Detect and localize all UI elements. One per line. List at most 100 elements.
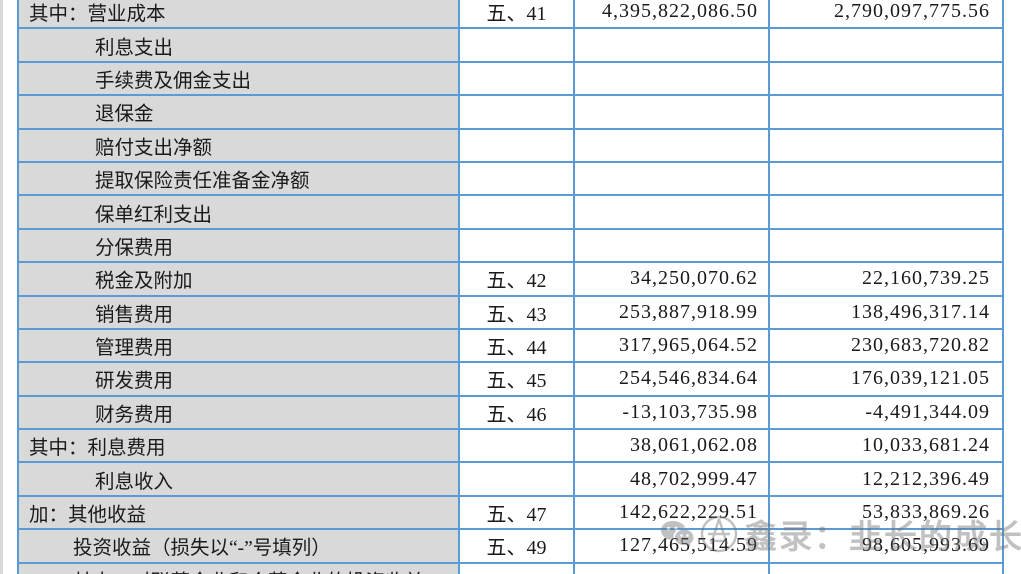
table-row: 销售费用 五、43 253,887,918.99 138,496,317.14 — [17, 296, 1004, 330]
current-period-amount-cell: 142,622,229.51 — [575, 496, 770, 529]
line-item-label-cell: 保单红利支出 — [19, 196, 460, 228]
table-row: 其中：营业成本 五、41 4,395,822,086.50 2,790,097,… — [17, 0, 1004, 30]
line-item-label: 研发费用 — [95, 371, 174, 393]
current-period-amount-cell: 4,395,822,086.50 — [575, 0, 770, 28]
prior-period-amount-cell — [770, 229, 1004, 262]
table-row: 其中：对联营企业和合营企业的投资收益 — [17, 563, 1004, 574]
line-item-label: 其中：利息费用 — [29, 438, 166, 460]
note-reference-cell: 五、41 — [460, 0, 575, 28]
table-row: 投资收益（损失以“-”号填列） 五、49 127,465,514.59 98,6… — [17, 530, 1004, 564]
line-item-label-cell: 财务费用 — [19, 396, 460, 429]
note-reference-cell — [460, 196, 575, 228]
line-item-label-cell: 其中：营业成本 — [19, 0, 460, 28]
table-row: 保单红利支出 — [17, 196, 1004, 230]
note-reference-cell — [460, 96, 575, 128]
table-row: 税金及附加 五、42 34,250,070.62 22,160,739.25 — [17, 263, 1004, 297]
prior-period-amount-cell: 2,790,097,775.56 — [770, 0, 1004, 28]
line-item-label-cell: 销售费用 — [19, 296, 460, 328]
note-reference-cell — [460, 430, 575, 462]
income-statement-table: 其中：营业成本 五、41 4,395,822,086.50 2,790,097,… — [17, 0, 1004, 574]
prior-period-amount-cell: 10,033,681.24 — [770, 430, 1004, 462]
line-item-label-cell: 其中：利息费用 — [19, 430, 460, 462]
cropped-left-column-sliver — [0, 0, 3, 574]
prior-period-amount-cell: -4,491,344.09 — [770, 396, 1004, 429]
prior-period-amount-cell: 22,160,739.25 — [770, 263, 1004, 295]
note-reference-cell: 五、44 — [460, 329, 575, 362]
note-reference-cell — [460, 62, 575, 95]
line-item-label: 财务费用 — [95, 404, 174, 426]
statement-table-body: 其中：营业成本 五、41 4,395,822,086.50 2,790,097,… — [17, 0, 1004, 574]
current-period-amount-cell — [575, 29, 770, 61]
line-item-label-cell: 提取保险责任准备金净额 — [19, 162, 460, 195]
table-row: 手续费及佣金支出 — [17, 62, 1004, 97]
prior-period-amount-cell — [770, 62, 1004, 95]
line-item-label: 利息支出 — [95, 37, 174, 59]
prior-period-amount-cell: 12,212,396.49 — [770, 463, 1004, 495]
prior-period-amount-cell: 176,039,121.05 — [770, 363, 1004, 395]
line-item-label-cell: 利息支出 — [19, 29, 460, 61]
current-period-amount-cell: 317,965,064.52 — [575, 329, 770, 362]
current-period-amount-cell — [575, 229, 770, 262]
line-item-label: 利息收入 — [95, 471, 174, 493]
line-item-label: 手续费及佣金支出 — [95, 70, 252, 92]
current-period-amount-cell — [575, 96, 770, 128]
table-row: 研发费用 五、45 254,546,834.64 176,039,121.05 — [17, 363, 1004, 397]
note-reference-cell — [460, 129, 575, 161]
current-period-amount-cell — [575, 563, 770, 574]
line-item-label: 分保费用 — [95, 237, 174, 259]
table-row: 管理费用 五、44 317,965,064.52 230,683,720.82 — [17, 329, 1004, 364]
line-item-label: 销售费用 — [95, 304, 174, 326]
table-row: 提取保险责任准备金净额 — [17, 162, 1004, 197]
note-reference-cell: 五、49 — [460, 530, 575, 562]
prior-period-amount-cell: 53,833,869.26 — [770, 496, 1004, 529]
table-row: 分保费用 — [17, 229, 1004, 264]
prior-period-amount-cell — [770, 162, 1004, 195]
table-row: 财务费用 五、46 -13,103,735.98 -4,491,344.09 — [17, 396, 1004, 431]
prior-period-amount-cell: 98,605,993.69 — [770, 530, 1004, 562]
current-period-amount-cell: -13,103,735.98 — [575, 396, 770, 429]
line-item-label: 其中：营业成本 — [29, 4, 166, 26]
table-row: 加：其他收益 五、47 142,622,229.51 53,833,869.26 — [17, 496, 1004, 531]
line-item-label-cell: 管理费用 — [19, 329, 460, 362]
table-row: 赔付支出净额 — [17, 129, 1004, 163]
current-period-amount-cell: 48,702,999.47 — [575, 463, 770, 495]
table-row: 退保金 — [17, 96, 1004, 130]
note-reference-cell — [460, 463, 575, 495]
line-item-label: 赔付支出净额 — [95, 137, 213, 159]
line-item-label: 保单红利支出 — [95, 204, 213, 226]
current-period-amount-cell: 254,546,834.64 — [575, 363, 770, 395]
current-period-amount-cell: 127,465,514.59 — [575, 530, 770, 562]
prior-period-amount-cell: 138,496,317.14 — [770, 296, 1004, 328]
note-reference-cell — [460, 29, 575, 61]
table-row: 利息收入 48,702,999.47 12,212,396.49 — [17, 463, 1004, 497]
line-item-label: 退保金 — [95, 104, 154, 126]
prior-period-amount-cell: 230,683,720.82 — [770, 329, 1004, 362]
note-reference-cell — [460, 229, 575, 262]
note-reference-cell — [460, 162, 575, 195]
line-item-label: 投资收益（损失以“-”号填列） — [73, 538, 331, 560]
current-period-amount-cell: 34,250,070.62 — [575, 263, 770, 295]
line-item-label-cell: 利息收入 — [19, 463, 460, 495]
line-item-label-cell: 分保费用 — [19, 229, 460, 262]
table-row: 其中：利息费用 38,061,062.08 10,033,681.24 — [17, 430, 1004, 464]
line-item-label: 其中：对联营企业和合营企业的投资收益 — [73, 565, 424, 574]
current-period-amount-cell — [575, 62, 770, 95]
prior-period-amount-cell — [770, 196, 1004, 228]
line-item-label: 税金及附加 — [95, 271, 193, 293]
note-reference-cell: 五、47 — [460, 496, 575, 529]
current-period-amount-cell — [575, 162, 770, 195]
note-reference-cell: 五、46 — [460, 396, 575, 429]
line-item-label-cell: 税金及附加 — [19, 263, 460, 295]
current-period-amount-cell — [575, 196, 770, 228]
current-period-amount-cell: 38,061,062.08 — [575, 430, 770, 462]
line-item-label-cell: 赔付支出净额 — [19, 129, 460, 161]
note-reference-cell: 五、43 — [460, 296, 575, 328]
table-row: 利息支出 — [17, 29, 1004, 63]
note-reference-cell — [460, 563, 575, 574]
note-reference-cell: 五、42 — [460, 263, 575, 295]
line-item-label-cell: 投资收益（损失以“-”号填列） — [19, 530, 460, 562]
line-item-label-cell: 退保金 — [19, 96, 460, 128]
line-item-label: 提取保险责任准备金净额 — [95, 171, 310, 193]
current-period-amount-cell — [575, 129, 770, 161]
